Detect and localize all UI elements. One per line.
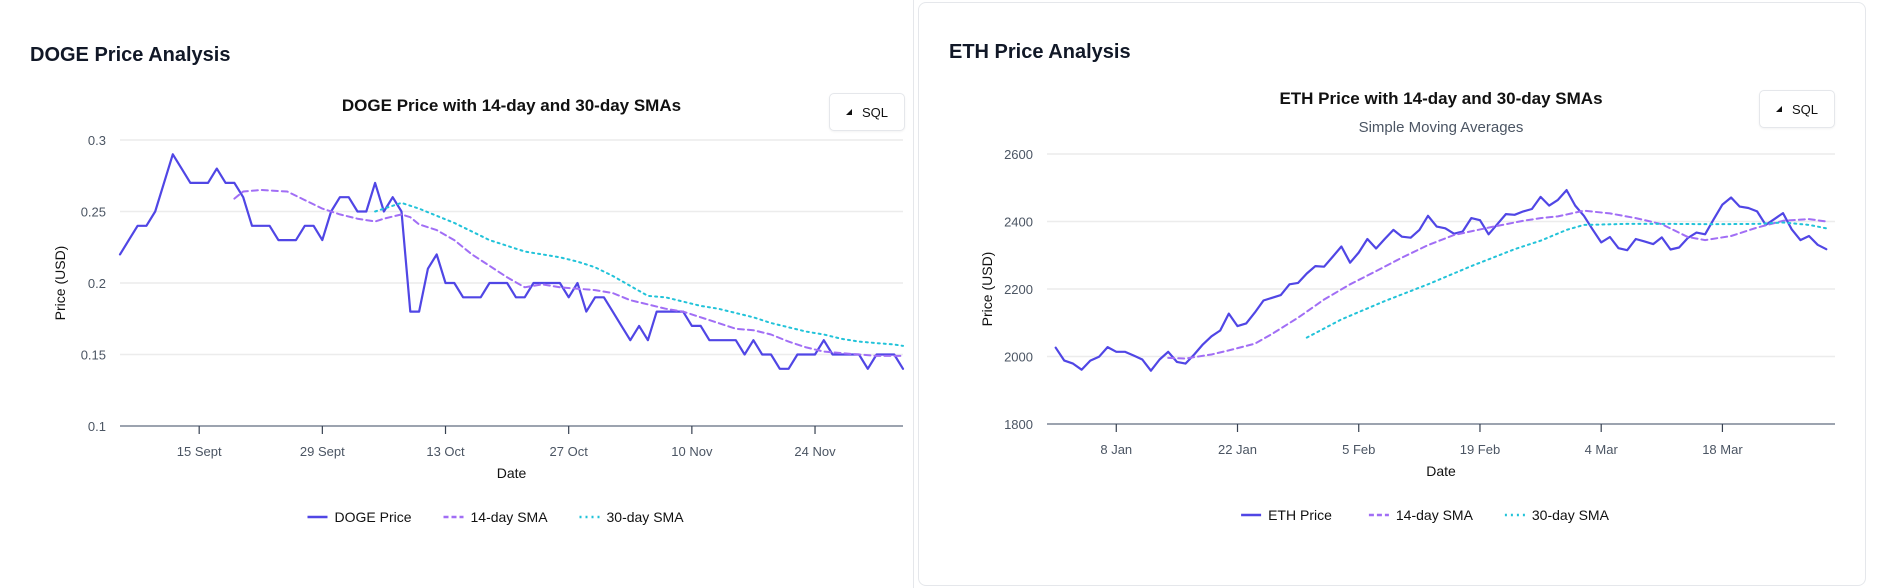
sql-label: SQL [1791, 101, 1818, 117]
legend-label: ETH Price [1268, 507, 1332, 523]
x-axis-label: Date [1426, 463, 1456, 479]
x-tick-label: 18 Mar [1702, 442, 1743, 457]
legend-label: 30-day SMA [1532, 507, 1610, 523]
x-tick-label: 29 Sept [300, 444, 345, 459]
x-tick-label: 19 Feb [1460, 442, 1500, 457]
legend-label: DOGE Price [335, 509, 412, 525]
eth-chart: 1800 2000 2200 2400 2600 8 Jan 22 Jan 5 Feb 19 F… [979, 147, 1835, 523]
x-axis-label: Date [497, 465, 527, 481]
series-line-doge-price [118, 153, 905, 370]
triangle-icon [845, 109, 852, 115]
x-tick-label: 15 Sept [177, 444, 222, 459]
y-axis-label: Price (USD) [979, 252, 995, 327]
chart-title: DOGE Price with 14-day and 30-day SMAs [341, 96, 682, 115]
triangle-icon [1775, 106, 1782, 112]
series-line-30-day-sma [1305, 221, 1828, 339]
x-tick-label: 13 Oct [426, 444, 465, 459]
y-tick-label: 0.3 [88, 133, 106, 148]
x-tick-label: 10 Nov [671, 444, 713, 459]
series-line-14-day-sma [1167, 209, 1828, 360]
x-tick-label: 24 Nov [794, 444, 836, 459]
y-tick-label: 0.1 [88, 419, 106, 434]
chart-subtitle: Simple Moving Averages [1358, 119, 1524, 136]
card-title: DOGE Price Analysis [30, 44, 231, 66]
legend-label: 14-day SMA [1396, 507, 1474, 523]
y-axis-label: Price (USD) [52, 246, 68, 321]
series-line-eth-price [1054, 189, 1828, 372]
x-tick-label: 27 Oct [550, 444, 589, 459]
y-tick-label: 0.15 [81, 348, 106, 363]
x-tick-label: 22 Jan [1218, 442, 1257, 457]
sql-button[interactable]: SQL [1759, 90, 1835, 128]
eth-card: ETH Price Analysis ETH Price with 14-day… [918, 2, 1866, 586]
legend-label: 30-day SMA [607, 509, 685, 525]
y-tick-label: 2000 [1004, 350, 1033, 365]
y-tick-label: 0.25 [81, 205, 106, 220]
doge-card: DOGE Price Analysis DOGE Price with 14-d… [0, 0, 914, 588]
chart-title: ETH Price with 14-day and 30-day SMAs [1279, 89, 1603, 108]
y-tick-label: 2200 [1004, 282, 1033, 297]
y-tick-label: 0.2 [88, 276, 106, 291]
sql-label: SQL [861, 104, 888, 120]
series-line-30-day-sma [374, 201, 904, 347]
y-tick-label: 1800 [1004, 417, 1033, 432]
doge-chart: 0.1 0.15 0.2 0.25 0.3 15 Sept 29 Sept 13 Oct 27 … [52, 133, 905, 525]
x-tick-label: 8 Jan [1100, 442, 1132, 457]
card-title: ETH Price Analysis [949, 41, 1131, 63]
x-tick-label: 5 Feb [1342, 442, 1375, 457]
sql-button[interactable]: SQL [829, 93, 905, 131]
x-tick-label: 4 Mar [1585, 442, 1619, 457]
legend-label: 14-day SMA [471, 509, 549, 525]
y-tick-label: 2400 [1004, 215, 1033, 230]
series-line-14-day-sma [233, 189, 904, 357]
y-tick-label: 2600 [1004, 147, 1033, 162]
